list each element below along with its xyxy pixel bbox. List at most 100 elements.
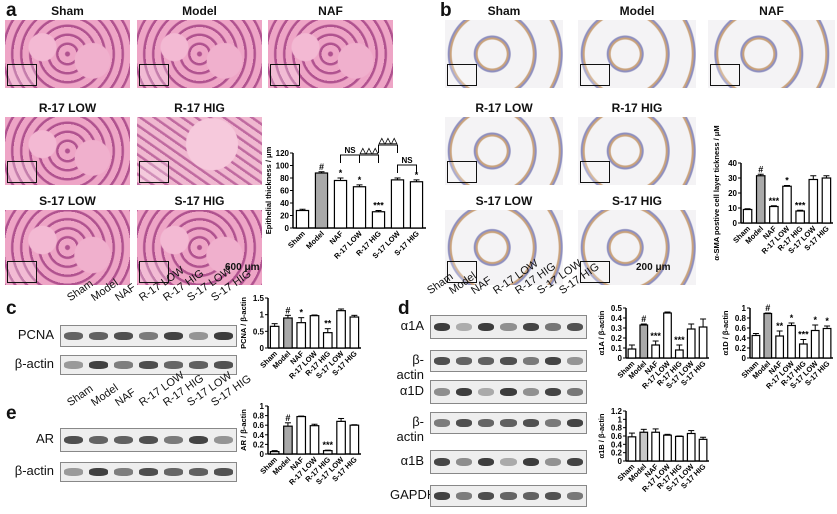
band xyxy=(164,468,183,476)
band xyxy=(478,457,495,467)
micrograph xyxy=(137,117,262,185)
magnified-inset xyxy=(580,261,610,283)
bar-s-17-hig xyxy=(698,438,708,462)
bar-naf xyxy=(769,205,779,224)
blot-label: β-actin xyxy=(14,356,54,371)
band xyxy=(544,492,561,500)
band xyxy=(544,419,561,427)
panel-label-d: d xyxy=(398,298,410,319)
micrograph xyxy=(578,20,696,88)
bar-model xyxy=(639,431,649,462)
band xyxy=(566,322,583,332)
band xyxy=(522,419,539,427)
comparison-bracket xyxy=(397,164,417,173)
y-axis-label: α-SMA postive cell layer tickness / μM xyxy=(712,125,721,260)
bar-s-17-low xyxy=(808,178,819,224)
band xyxy=(434,357,451,365)
x-tick-label: Sham xyxy=(286,229,307,250)
bracket-label: NS xyxy=(344,146,356,155)
bar-r-17-hig xyxy=(322,332,333,349)
bar-s-17-low xyxy=(810,329,820,359)
bar-sham xyxy=(295,209,310,229)
y-tick-label: 0 xyxy=(618,457,623,466)
band xyxy=(478,387,495,397)
micrograph xyxy=(268,20,393,88)
image-title: Sham xyxy=(51,4,84,18)
bar-r-17-hig xyxy=(674,349,684,359)
y-tick-label: 40 xyxy=(280,199,289,208)
bar-sham xyxy=(627,348,637,359)
y-tick-label: 1 xyxy=(260,311,265,320)
band xyxy=(114,332,133,340)
band xyxy=(164,435,183,445)
band xyxy=(434,387,451,397)
scale-bar-a: 600 μm xyxy=(225,262,260,273)
bar-sham xyxy=(751,334,761,359)
bar-model xyxy=(283,425,293,455)
image-title: R-17 LOW xyxy=(38,101,97,115)
bar-model xyxy=(763,312,773,359)
band xyxy=(544,457,561,467)
bar-r-17-low xyxy=(309,425,320,455)
bar-sham xyxy=(742,208,753,224)
y-tick-label: 0.5 xyxy=(253,327,265,336)
band xyxy=(522,492,539,500)
band xyxy=(456,457,473,467)
band xyxy=(189,332,208,340)
band xyxy=(139,361,158,369)
band xyxy=(64,361,83,369)
micrograph xyxy=(445,117,563,185)
y-tick-label: 0.4 xyxy=(611,314,623,323)
y-tick-label: 10 xyxy=(728,204,737,213)
y-tick-label: 0.6 xyxy=(253,421,265,430)
band xyxy=(522,357,539,365)
panel-label-a: a xyxy=(6,0,17,21)
bar-chart-b: 0 10 20 30 40 α-SMA postive cell layer tickne… xyxy=(712,125,833,261)
micrograph xyxy=(578,117,696,185)
bar-r-17-low xyxy=(309,315,320,349)
blot-strip xyxy=(430,485,587,507)
y-tick-label: 0.2 xyxy=(611,449,623,458)
y-tick-label: 0.2 xyxy=(253,440,265,449)
y-tick-label: 0.2 xyxy=(735,344,747,353)
micrograph xyxy=(578,210,696,285)
magnified-inset xyxy=(139,261,169,283)
band xyxy=(478,492,495,500)
band xyxy=(214,435,233,445)
magnified-inset xyxy=(7,261,37,283)
band xyxy=(434,419,451,427)
y-tick-label: 0.4 xyxy=(253,431,265,440)
blot-strip xyxy=(60,325,237,347)
y-tick-label: 100 xyxy=(276,162,290,171)
image-title: S-17 LOW xyxy=(475,194,533,208)
significance-mark: * xyxy=(825,316,829,326)
blot-label: α1B xyxy=(400,453,424,468)
bar-s-17-low xyxy=(336,420,346,455)
band xyxy=(89,332,108,340)
band xyxy=(456,322,473,332)
magnified-inset xyxy=(447,261,477,283)
band xyxy=(544,357,561,365)
y-tick-label: 0.2 xyxy=(611,334,623,343)
blot-strip xyxy=(430,450,587,474)
significance-mark: * xyxy=(358,175,362,185)
bar-model xyxy=(283,317,293,349)
band xyxy=(114,361,133,369)
y-axis-label: α1B / β-actin xyxy=(597,413,606,458)
significance-mark: # xyxy=(641,314,646,324)
blot-label: GAPDH xyxy=(390,487,437,502)
blot-label: AR xyxy=(35,431,54,446)
y-axis-label: α1A / β-actin xyxy=(597,310,606,355)
significance-mark: * xyxy=(790,313,794,323)
bar-naf xyxy=(333,179,348,229)
bar-r-17-low xyxy=(787,324,796,359)
band xyxy=(139,468,158,476)
y-tick-label: 30 xyxy=(728,174,737,183)
significance-mark: * xyxy=(785,176,789,186)
y-tick-label: 1.5 xyxy=(253,294,265,303)
y-tick-label: 0 xyxy=(285,224,290,233)
significance-mark: # xyxy=(758,164,763,174)
band xyxy=(189,435,208,445)
bar-r-17-hig xyxy=(322,450,333,455)
